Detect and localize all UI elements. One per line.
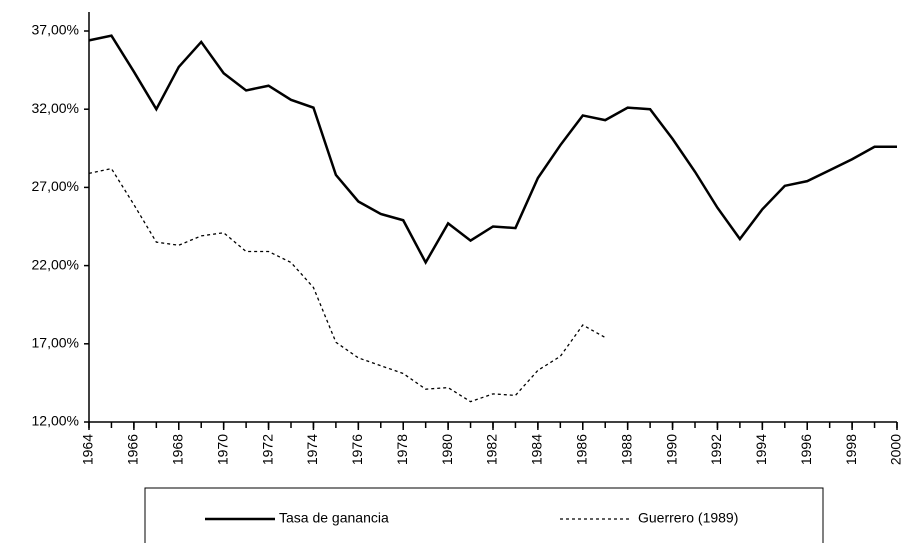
x-tick-label: 1964	[80, 434, 96, 465]
y-tick-label: 37,00%	[32, 22, 79, 38]
x-tick-label: 1974	[304, 434, 320, 465]
y-tick-label: 27,00%	[32, 178, 79, 194]
x-tick-label: 1972	[259, 434, 275, 465]
y-tick-label: 17,00%	[32, 335, 79, 351]
legend-box	[144, 487, 824, 543]
x-tick-label: 2000	[888, 434, 901, 465]
x-tick-label: 1968	[169, 434, 185, 465]
x-tick-label: 1984	[529, 434, 545, 465]
x-tick-label: 1992	[708, 434, 724, 465]
x-tick-label: 1976	[349, 434, 365, 465]
x-tick-label: 1986	[573, 434, 589, 465]
series-line	[88, 34, 897, 266]
x-tick-label: 1996	[798, 434, 814, 465]
x-tick-label: 1998	[843, 434, 859, 465]
x-tick-label: 1980	[439, 434, 455, 465]
legend-label: Tasa de ganancia	[279, 510, 389, 526]
x-tick-label: 1970	[214, 434, 230, 465]
x-tick-label: 1966	[125, 434, 141, 465]
x-tick-label: 1978	[394, 434, 410, 465]
x-tick-label: 1994	[753, 434, 769, 465]
x-tick-label: 1982	[484, 434, 500, 465]
y-tick-label: 32,00%	[32, 100, 79, 116]
x-tick-label: 1988	[618, 434, 634, 465]
x-tick-label: 1990	[663, 434, 679, 465]
y-tick-label: 22,00%	[32, 256, 79, 272]
y-tick-label: 12,00%	[32, 413, 79, 429]
series-line	[88, 167, 606, 403]
legend-label: Guerrero (1989)	[638, 510, 738, 526]
